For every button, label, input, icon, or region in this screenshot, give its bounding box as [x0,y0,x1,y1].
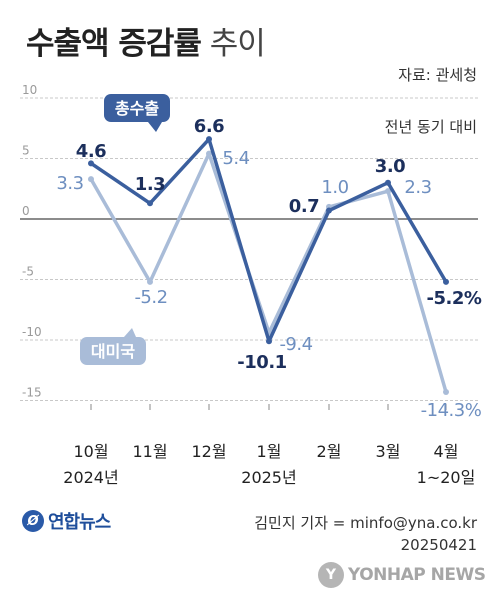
title-strong: 수출액 증감률 [26,26,202,62]
y-tick-label: 5 [22,144,30,158]
data-point [88,160,94,167]
x-axis-label: 1월 [256,442,282,461]
data-point [443,278,449,285]
data-point [147,200,153,207]
title-light: 추이 [209,26,266,62]
x-axis-label: 3월 [375,442,401,461]
data-label: 1.0 [321,177,348,198]
chart-title: 수출액 증감률 추이 [26,18,266,63]
x-axis-label: 10월 [73,442,109,461]
data-label: 3.3 [56,173,83,194]
year-label-2024: 2024년 [63,468,119,487]
credit-date: 20250421 [400,536,477,554]
legend-us-exports-label: 대미국 [91,342,135,361]
yonhap-logo-icon: Ø [22,510,44,532]
data-label: 4.6 [76,141,106,162]
legend-total-exports-tail [148,122,162,132]
data-label: -5.2% [427,288,482,309]
legend-total-exports: 총수출 [104,94,170,132]
data-point [326,207,332,214]
yonhap-logo: Ø 연합뉴스 [22,508,111,534]
year-label-2025: 2025년 [241,468,297,487]
legend-total-exports-box [104,94,170,122]
x-axis-label: 4월 [433,442,459,461]
data-label: 6.6 [194,116,224,137]
data-point [443,389,449,396]
credit-author: 김민지 기자 = minfo@yna.co.kr [254,514,477,532]
data-point [385,188,391,195]
data-label: -9.4 [279,334,312,355]
data-point [147,278,153,285]
y-tick-label: -15 [22,386,42,400]
data-point [206,136,212,143]
data-label: -14.3% [421,400,482,421]
data-point [206,150,212,157]
y-tick-label: -10 [22,325,42,339]
y-tick-label: -5 [22,265,34,279]
year-label-range: 1~20일 [416,468,476,487]
data-point [266,338,272,345]
y-tick-label: 10 [22,83,37,97]
watermark-text: YONHAP NEWS [348,565,486,585]
data-point [385,179,391,186]
legend-us-exports: 대미국 [80,328,146,365]
data-label: -5.2 [134,287,167,308]
x-axis-label: 12월 [191,442,227,461]
data-label: 1.3 [135,174,165,195]
yonhap-logo-text: 연합뉴스 [48,512,111,533]
data-label: -10.1 [237,352,286,373]
watermark: Y YONHAP NEWS [318,562,486,588]
data-label: 3.0 [375,156,405,177]
legend-total-exports-label: 총수출 [115,99,159,118]
source-note: 자료: 관세청 [398,66,477,84]
basis-note: 전년 동기 대비 [384,118,477,136]
legend-us-exports-box [80,337,146,365]
x-axis-label: 11월 [132,442,168,461]
watermark-icon: Y [318,562,344,588]
legend-us-exports-tail [124,328,136,337]
y-tick-label: 0 [22,204,30,218]
data-point [88,176,94,183]
credit: 김민지 기자 = minfo@yna.co.kr 20250421 [254,512,477,556]
x-axis-label: 2월 [316,442,342,461]
data-label: 0.7 [289,196,319,217]
data-label: 5.4 [222,148,249,169]
data-label: 2.3 [404,177,431,198]
